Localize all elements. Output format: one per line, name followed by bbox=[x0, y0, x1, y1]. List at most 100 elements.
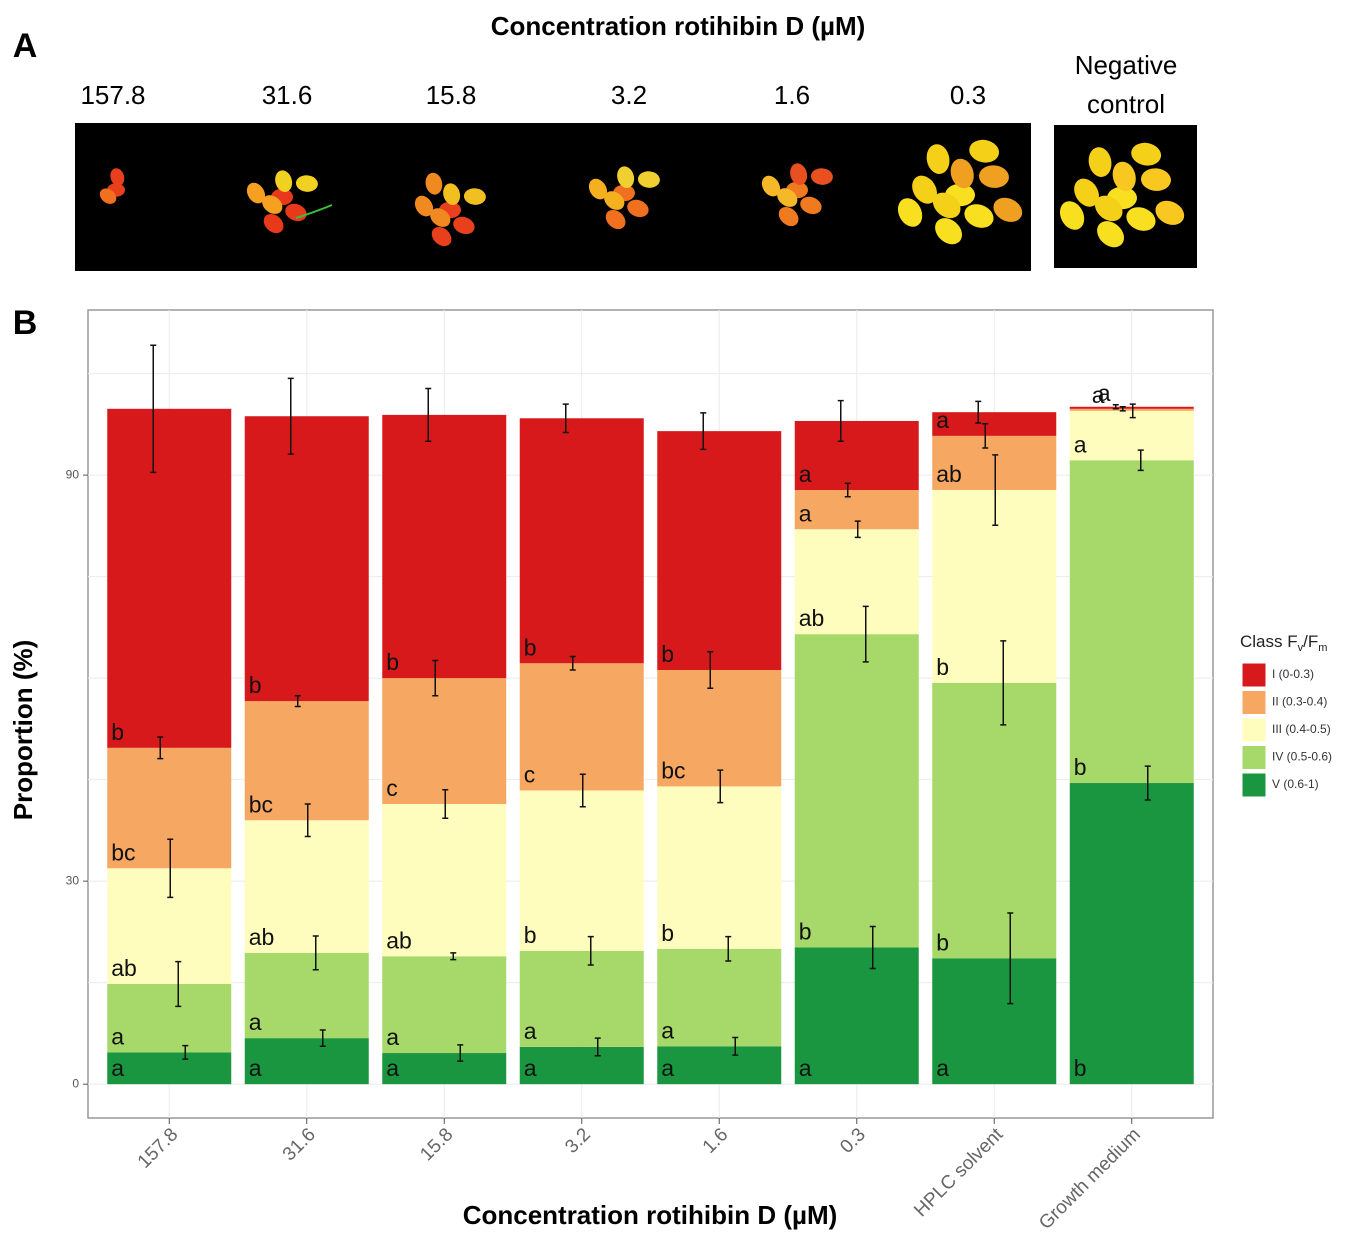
bar-segment bbox=[932, 490, 1056, 683]
bar-segment bbox=[245, 953, 369, 1038]
significance-letter: b bbox=[661, 920, 674, 946]
bar-segment bbox=[107, 1052, 231, 1084]
bar-segment bbox=[657, 949, 781, 1046]
concentration-label: 3.2 bbox=[611, 80, 647, 110]
significance-letter: a bbox=[661, 1017, 674, 1043]
significance-letter: ab bbox=[111, 955, 137, 981]
significance-letter: b bbox=[661, 641, 674, 667]
significance-letter: a bbox=[1074, 431, 1087, 457]
x-tick-label: 31.6 bbox=[279, 1124, 320, 1165]
figure: A Concentration rotihibin D (µM) Negativ… bbox=[0, 0, 1350, 1239]
legend-title-part: /F bbox=[1303, 632, 1318, 651]
image-strip bbox=[75, 123, 1031, 271]
significance-letter: a bbox=[386, 1055, 399, 1081]
significance-letter: ab bbox=[936, 461, 962, 487]
bar-segment bbox=[107, 984, 231, 1052]
concentration-label: 1.6 bbox=[774, 80, 810, 110]
significance-letter: a bbox=[249, 1009, 262, 1035]
significance-letter: ab bbox=[386, 927, 412, 953]
significance-letter: c bbox=[524, 762, 536, 788]
legend-key bbox=[1242, 773, 1266, 797]
significance-letter: a bbox=[524, 1055, 537, 1081]
legend-label: II (0.3-0.4) bbox=[1272, 695, 1327, 709]
bar-segment bbox=[520, 418, 644, 663]
panel-label: B bbox=[13, 304, 38, 342]
x-axis-title: Concentration rotihibin D (µM) bbox=[463, 1200, 838, 1230]
bar-segment bbox=[657, 1046, 781, 1084]
significance-letter: b bbox=[249, 672, 262, 698]
significance-letter: a bbox=[1098, 380, 1111, 406]
significance-letter: b bbox=[799, 919, 812, 945]
y-axis-title: Proportion (%) bbox=[8, 640, 38, 821]
bar-segment bbox=[520, 1047, 644, 1084]
bar-segment bbox=[1070, 460, 1194, 783]
significance-letter: b bbox=[111, 719, 124, 745]
bar-segment bbox=[382, 1053, 506, 1084]
legend-title-part: Class F bbox=[1240, 632, 1298, 651]
legend-key bbox=[1242, 746, 1266, 770]
bar-segment bbox=[657, 786, 781, 948]
legend-title: Class Fv/Fm bbox=[1240, 632, 1327, 653]
significance-letter: a bbox=[936, 407, 949, 433]
x-tick-label: HPLC solvent bbox=[910, 1124, 1007, 1221]
bar-segment bbox=[107, 409, 231, 748]
legend-key bbox=[1242, 718, 1266, 742]
legend-key bbox=[1242, 691, 1266, 715]
bar-segment bbox=[520, 790, 644, 950]
bar-segment bbox=[932, 683, 1056, 958]
x-tick-label: 157.8 bbox=[134, 1124, 182, 1172]
bar-segment bbox=[1070, 407, 1194, 409]
bar-segment bbox=[245, 416, 369, 701]
bar-segment bbox=[795, 947, 919, 1084]
significance-letter: b bbox=[1074, 1055, 1087, 1081]
significance-letter: a bbox=[799, 461, 812, 487]
bar-segment bbox=[245, 1038, 369, 1084]
bar-segment bbox=[932, 958, 1056, 1084]
panel-a-title: Concentration rotihibin D (µM) bbox=[491, 11, 866, 41]
significance-letter: b bbox=[1074, 754, 1087, 780]
y-tick-label: 30 bbox=[66, 873, 80, 887]
bar-segment bbox=[1070, 783, 1194, 1084]
significance-letter: a bbox=[249, 1055, 262, 1081]
bar-segment bbox=[520, 663, 644, 790]
significance-letter: ab bbox=[799, 605, 825, 631]
concentration-label: 157.8 bbox=[80, 80, 145, 110]
y-tick-label: 0 bbox=[72, 1076, 79, 1090]
legend-label: IV (0.5-0.6) bbox=[1272, 750, 1332, 764]
significance-letter: c bbox=[386, 775, 398, 801]
x-tick-label: 3.2 bbox=[561, 1124, 595, 1158]
bar-segment bbox=[520, 951, 644, 1047]
legend-title-part: m bbox=[1318, 642, 1327, 654]
bar-segment bbox=[1070, 409, 1194, 411]
significance-letter: a bbox=[524, 1018, 537, 1044]
x-tick-label: 15.8 bbox=[416, 1124, 457, 1165]
significance-letter: a bbox=[799, 500, 812, 526]
significance-letter: b bbox=[386, 649, 399, 675]
significance-letter: b bbox=[524, 922, 537, 948]
legend-label: III (0.4-0.5) bbox=[1272, 722, 1331, 736]
bar-segment bbox=[382, 956, 506, 1053]
bar-segment bbox=[795, 490, 919, 529]
significance-letter: b bbox=[524, 634, 537, 660]
concentration-label: 31.6 bbox=[262, 80, 313, 110]
bar-segment bbox=[657, 431, 781, 670]
significance-letter: a bbox=[386, 1024, 399, 1050]
legend-label: V (0.6-1) bbox=[1272, 777, 1319, 791]
concentration-label: 15.8 bbox=[426, 80, 477, 110]
control-label: Negative bbox=[1075, 50, 1178, 80]
significance-letter: bc bbox=[661, 757, 685, 783]
significance-letter: a bbox=[799, 1055, 812, 1081]
x-tick-label: Growth medium bbox=[1035, 1124, 1145, 1234]
significance-letter: a bbox=[936, 1055, 949, 1081]
legend-label: I (0-0.3) bbox=[1272, 667, 1314, 681]
significance-letter: ab bbox=[249, 924, 275, 950]
significance-letter: bc bbox=[249, 791, 273, 817]
panel-label: A bbox=[13, 27, 38, 65]
significance-letter: bc bbox=[111, 839, 135, 865]
y-tick-label: 90 bbox=[66, 467, 80, 481]
significance-letter: a bbox=[111, 1055, 124, 1081]
bar-segment bbox=[932, 412, 1056, 436]
control-label: control bbox=[1087, 89, 1165, 119]
significance-letter: b bbox=[936, 654, 949, 680]
concentration-label: 0.3 bbox=[950, 80, 986, 110]
